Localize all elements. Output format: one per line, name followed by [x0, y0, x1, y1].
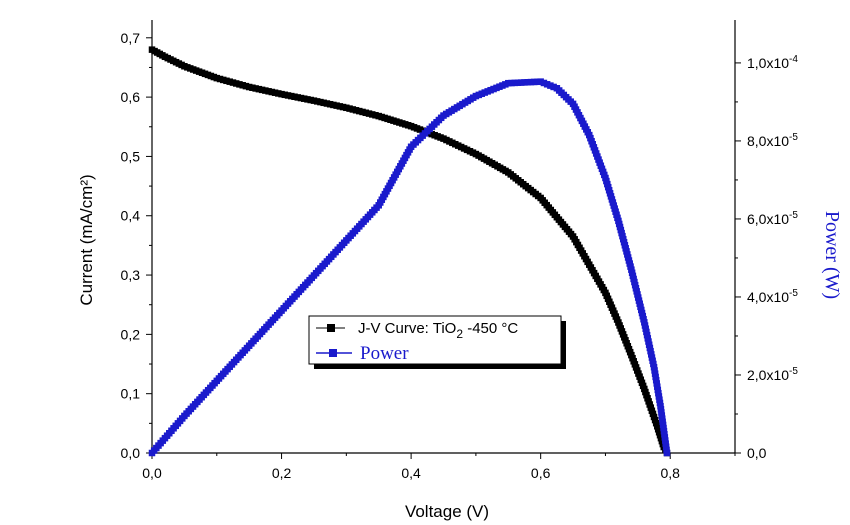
y-right-tick-exponent: -5 [789, 132, 798, 143]
legend-jv-marker [327, 324, 335, 332]
power-point [652, 373, 659, 381]
y-right-tick-exponent: -4 [789, 54, 798, 65]
legend-jv-label: J-V Curve: TiO2 -450 °C [358, 320, 518, 341]
y-right-tick-mantissa: 8,0x10 [747, 133, 789, 149]
legend-power-marker [329, 349, 337, 357]
legend-box [308, 315, 562, 365]
y-right-tick-label: 8,0x10-5 [747, 132, 798, 149]
y-left-tick-label: 0,0 [121, 445, 141, 461]
x-tick-label: 0,2 [272, 465, 292, 481]
x-tick-label: 0,6 [531, 465, 551, 481]
power-point [650, 363, 658, 371]
legend: J-V Curve: TiO2 -450 °C Power [308, 315, 566, 369]
y-left-tick-label: 0,7 [121, 30, 141, 46]
y-left-tick-label: 0,2 [121, 326, 141, 342]
legend-jv-text: J-V Curve: TiO [358, 320, 456, 337]
power-series [148, 78, 671, 457]
y-right-tick-label: 1,0x10-4 [747, 54, 798, 71]
y-right-tick-mantissa: 0,0 [747, 445, 767, 461]
power-point [651, 370, 659, 377]
y-left-tick-label: 0,3 [121, 267, 141, 283]
power-point [654, 386, 662, 394]
y-right-tick-label: 2,0x10-5 [747, 366, 798, 383]
power-point [656, 396, 663, 403]
power-point [655, 389, 662, 397]
x-tick-label: 0,0 [142, 465, 162, 481]
x-axis-title: Voltage (V) [405, 502, 489, 521]
y-right-tick-mantissa: 6,0x10 [747, 211, 789, 227]
y-right-tick-mantissa: 1,0x10 [747, 55, 789, 71]
y-right-tick-mantissa: 2,0x10 [747, 367, 789, 383]
series-group [148, 46, 671, 457]
legend-power-label: Power [360, 343, 409, 364]
power-point [652, 376, 660, 384]
power-point [654, 383, 661, 390]
y-right-tick-mantissa: 4,0x10 [747, 289, 789, 305]
x-tick-label: 0,4 [401, 465, 421, 481]
y-right-axis-title: Power (W) [821, 211, 843, 299]
y-left-tick-label: 0,5 [121, 148, 141, 164]
y-right-tick-label: 6,0x10-5 [747, 210, 798, 227]
y-left-tick-label: 0,1 [121, 386, 141, 402]
ticks: 0,0 0,2 0,4 0,6 0,8 0,0 0,1 0,2 0,3 0,4 0,5 0,6 0,7 0… [121, 30, 799, 481]
power-point [653, 380, 660, 387]
x-tick-label: 0,8 [660, 465, 680, 481]
plot-area [151, 20, 736, 454]
y-left-tick-label: 0,6 [121, 89, 141, 105]
y-right-tick-label: 0,0 [747, 445, 767, 461]
power-point [656, 399, 664, 407]
y-right-tick-exponent: -5 [789, 366, 798, 377]
power-point [663, 449, 671, 457]
power-point [651, 367, 658, 374]
legend-jv-subscript: 2 [456, 327, 463, 341]
y-right-tick-exponent: -5 [789, 288, 798, 299]
y-right-tick-exponent: -5 [789, 210, 798, 221]
legend-jv-suffix: -450 °C [463, 320, 518, 337]
y-right-tick-label: 4,0x10-5 [747, 288, 798, 305]
y-left-tick-label: 0,4 [121, 208, 141, 224]
jv-curve-series [148, 46, 671, 457]
y-left-axis-title: Current (mA/cm²) [77, 174, 96, 305]
power-point [655, 393, 663, 400]
